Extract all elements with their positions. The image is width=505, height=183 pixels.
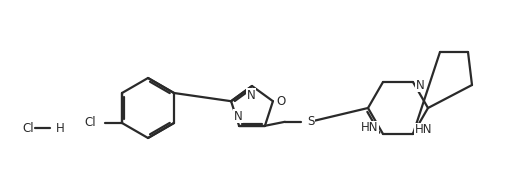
Text: HN: HN	[414, 124, 432, 137]
Text: Cl: Cl	[84, 117, 96, 130]
Text: N: N	[233, 110, 242, 123]
Text: N: N	[415, 79, 424, 92]
Text: Cl: Cl	[22, 122, 33, 135]
Text: N: N	[246, 89, 255, 102]
Text: O: O	[275, 95, 285, 108]
Text: H: H	[56, 122, 65, 135]
Text: HN: HN	[360, 122, 377, 135]
Text: S: S	[307, 115, 314, 128]
